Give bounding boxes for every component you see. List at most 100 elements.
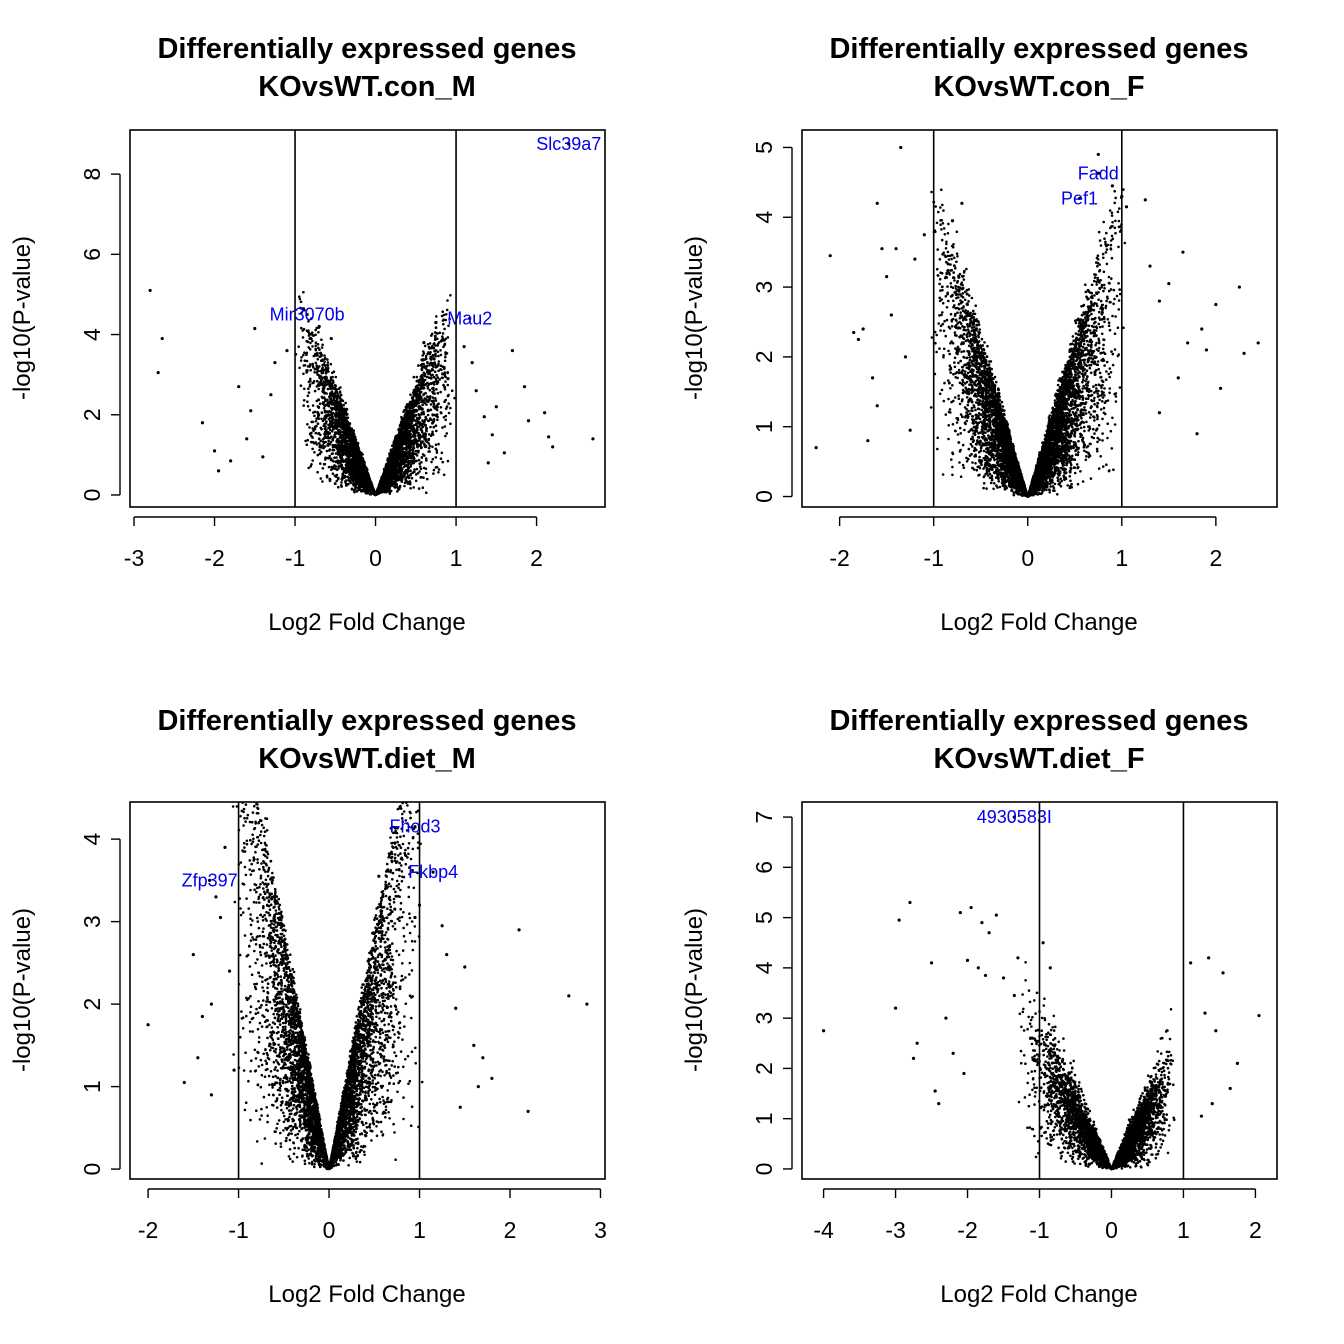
data-point: [398, 467, 402, 471]
y-axis-label: -log10(P-value): [9, 236, 36, 400]
data-point: [440, 451, 444, 455]
data-point: [420, 456, 424, 459]
data-point: [311, 436, 314, 439]
data-point: [341, 425, 344, 428]
data-point: [351, 433, 355, 437]
data-point: [341, 419, 344, 423]
data-point: [426, 419, 430, 423]
data-point: [414, 479, 418, 483]
data-point: [424, 439, 428, 443]
data-point: [436, 391, 440, 395]
data-point: [313, 389, 317, 393]
data-point: [447, 411, 451, 415]
data-point: [308, 348, 312, 351]
data-point: [325, 475, 329, 479]
data-point: [316, 343, 320, 346]
data-point: [347, 448, 350, 452]
data-point: [426, 477, 429, 481]
data-point: [384, 484, 387, 488]
data-point: [312, 380, 316, 383]
data-point: [432, 357, 436, 360]
data-point: [421, 486, 425, 490]
data-point: [343, 467, 346, 471]
data-point: [392, 466, 395, 470]
data-point: [441, 426, 444, 429]
data-point: [347, 462, 350, 465]
data-point: [327, 439, 331, 443]
data-point: [350, 428, 354, 432]
panel-title: Differentially expressed genes: [157, 33, 576, 65]
data-point: [360, 476, 363, 480]
data-point: [351, 469, 354, 473]
data-point: [412, 375, 416, 379]
data-point: [311, 334, 315, 337]
data-point: [331, 448, 335, 452]
data-point: [442, 313, 446, 317]
data-point: [334, 413, 337, 417]
data-point: [406, 461, 409, 464]
data-point: [446, 336, 450, 339]
data-point: [442, 473, 446, 477]
data-point: [427, 442, 431, 445]
data-point: [355, 467, 359, 471]
data-point: [302, 327, 306, 331]
data-point: [435, 373, 438, 377]
data-point: [340, 484, 343, 487]
data-point: [333, 392, 337, 395]
data-point: [406, 438, 410, 442]
data-point: [430, 367, 434, 371]
data-point: [411, 430, 415, 433]
data-point: [425, 491, 428, 495]
data-point: [341, 476, 344, 480]
data-point: [420, 461, 423, 464]
data-point: [420, 368, 424, 372]
data-point: [444, 355, 447, 359]
data-point: [426, 385, 429, 388]
data-point: [431, 457, 435, 461]
data-point: [421, 430, 424, 434]
data-point: [324, 411, 327, 414]
data-point: [430, 460, 433, 464]
data-point: [422, 392, 426, 396]
data-point: [446, 383, 450, 387]
data-point: [431, 362, 434, 365]
data-point: [326, 361, 330, 364]
data-point: [325, 449, 329, 453]
data-point: [330, 395, 334, 398]
data-point: [449, 406, 452, 410]
data-point: [334, 475, 338, 479]
data-point: [423, 442, 426, 446]
data-point: [429, 403, 433, 406]
data-point: [348, 444, 351, 447]
data-point: [427, 437, 431, 441]
data-point: [434, 447, 438, 451]
data-point: [361, 457, 365, 461]
data-point: [423, 454, 426, 457]
data-point: [326, 366, 330, 370]
data-point: [309, 465, 313, 468]
data-point: [417, 487, 421, 490]
data-point: [355, 460, 358, 463]
data-point: [326, 363, 329, 367]
data-point: [356, 441, 359, 445]
data-point: [436, 418, 439, 422]
data-point: [445, 405, 449, 408]
panel-subtitle: KOvsWT.con_M: [258, 71, 476, 103]
data-point: [327, 423, 330, 427]
data-point: [410, 427, 414, 430]
data-point: [393, 477, 397, 481]
data-point: [321, 444, 325, 447]
data-point: [422, 366, 426, 369]
data-point: [314, 431, 318, 435]
data-point: [370, 492, 373, 496]
data-point: [450, 389, 454, 393]
data-point: [298, 297, 302, 301]
data-point: [349, 451, 352, 454]
data-point: [335, 468, 339, 472]
data-point: [311, 381, 314, 385]
data-point: [331, 452, 334, 455]
data-point: [414, 402, 417, 406]
data-point: [329, 423, 333, 426]
data-point: [420, 362, 424, 366]
data-point: [420, 424, 424, 427]
